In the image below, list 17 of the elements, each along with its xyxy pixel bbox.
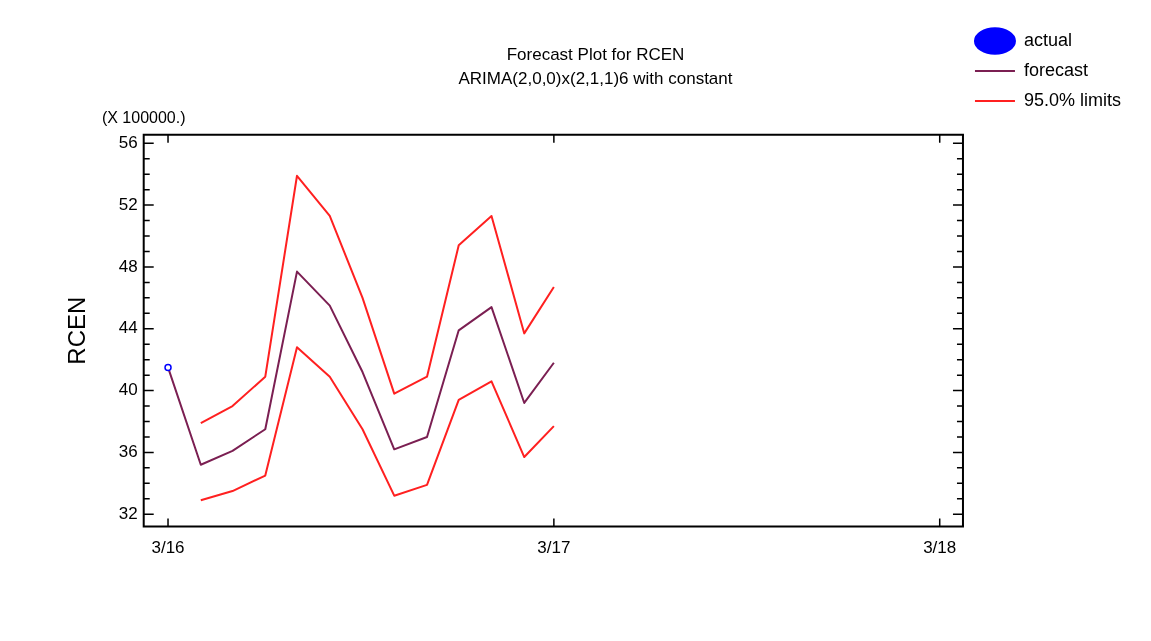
x-tick-label: 3/16 [151,538,185,558]
legend-label: 95.0% limits [1023,89,1121,110]
text: (X 100000.) [101,109,186,127]
y-tick-label: 44 [118,318,138,338]
y-tick-label: 52 [118,194,138,214]
y-tick-label: 56 [118,132,138,152]
y-tick-label: 40 [118,380,138,400]
y-tick-label: 36 [118,442,138,462]
legend-label: actual [1023,29,1073,50]
y-tick-label: 32 [118,503,138,523]
y-axis-title: RCEN [63,296,91,365]
chart-title: Forecast Plot for RCEN [506,44,685,64]
y-tick-label: 48 [118,256,138,276]
chart-subtitle: ARIMA(2,0,0)x(2,1,1)6 with constant [458,69,733,89]
x-tick-label: 3/17 [537,538,571,558]
x-tick-label: 3/18 [923,538,957,558]
legend-label: forecast [1023,59,1088,80]
